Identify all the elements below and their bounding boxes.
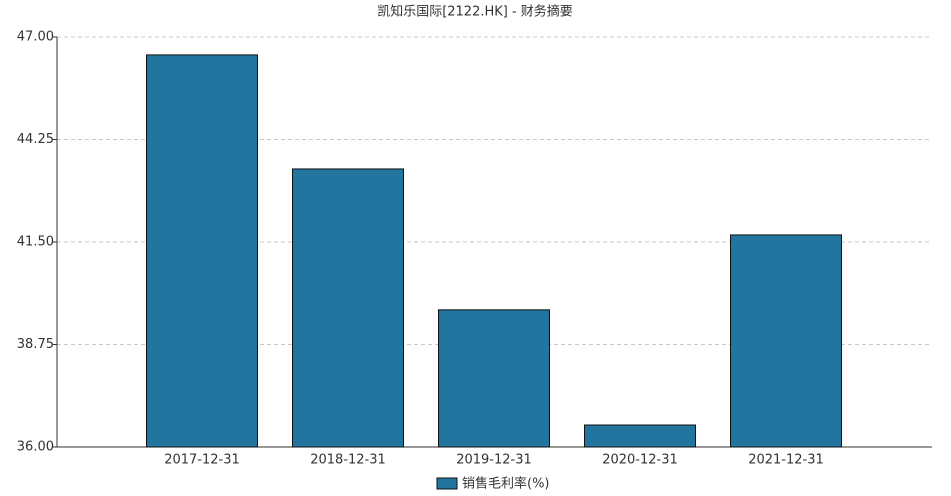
y-tick-label: 36.00: [17, 440, 54, 455]
bar: [292, 168, 404, 448]
y-tick-label: 44.25: [17, 132, 54, 147]
bar: [584, 424, 696, 448]
legend-swatch: [436, 477, 458, 490]
chart-title: 凯知乐国际[2122.HK] - 财务摘要: [377, 4, 573, 20]
x-tick-label: 2019-12-31: [456, 453, 532, 468]
y-tick-label: 47.00: [17, 30, 54, 45]
bar: [438, 309, 550, 448]
y-tick-label: 41.50: [17, 235, 54, 250]
bar: [730, 234, 842, 448]
x-tick-label: 2020-12-31: [602, 453, 678, 468]
x-tick-label: 2018-12-31: [310, 453, 386, 468]
x-tick-label: 2017-12-31: [164, 453, 240, 468]
bar: [146, 54, 258, 448]
y-tick-label: 38.75: [17, 337, 54, 352]
legend-label: 销售毛利率(%): [462, 476, 550, 492]
x-tick-label: 2021-12-31: [748, 453, 824, 468]
